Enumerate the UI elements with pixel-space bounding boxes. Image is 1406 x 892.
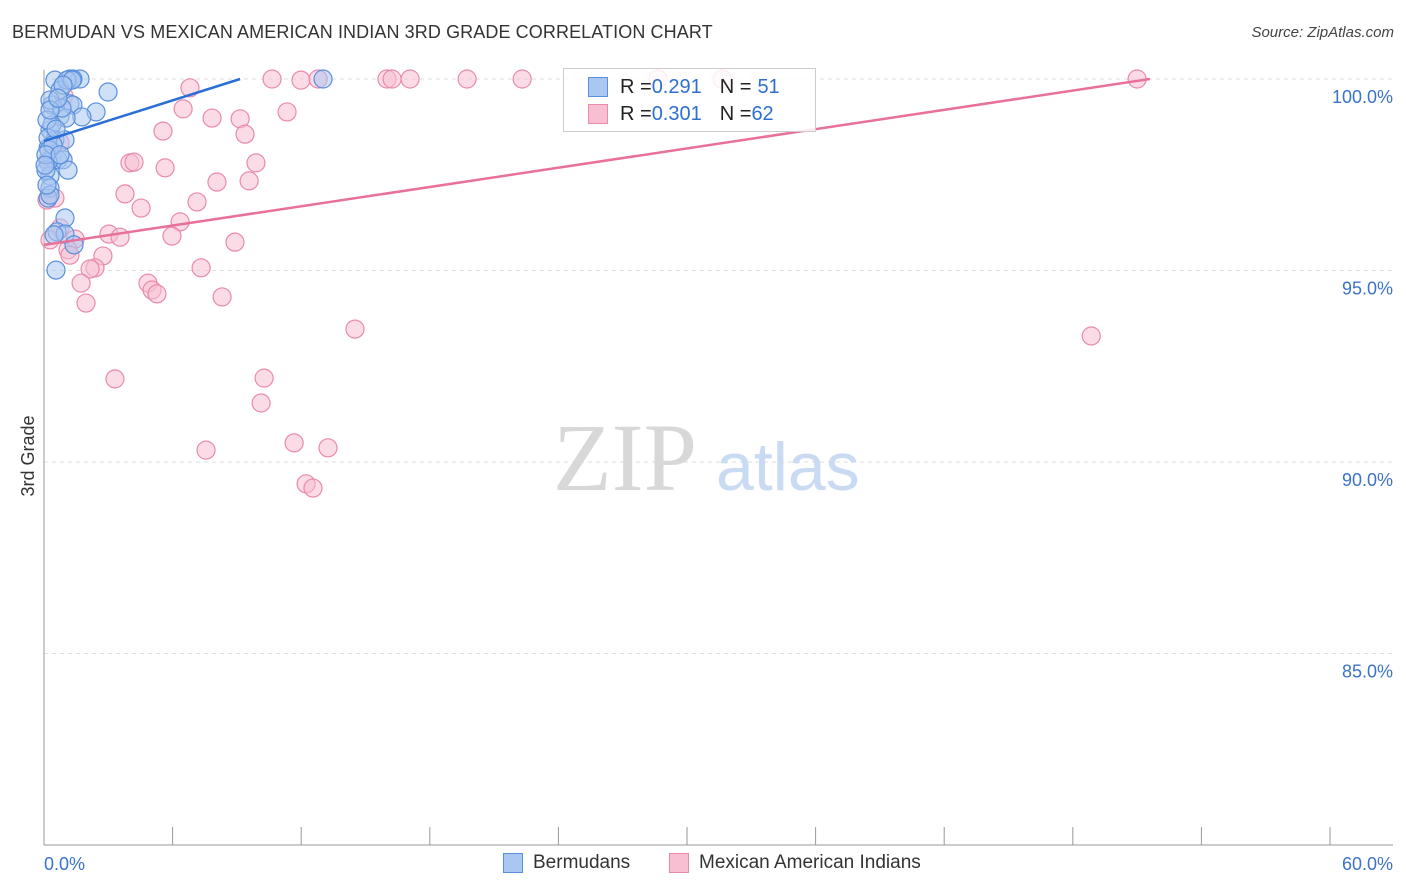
legend-item-bermudans[interactable]: Bermudans bbox=[503, 852, 630, 874]
data-point bbox=[48, 88, 68, 108]
data-point bbox=[58, 160, 78, 180]
data-point bbox=[512, 69, 532, 89]
legend-item-mexican-american-indians[interactable]: Mexican American Indians bbox=[669, 852, 921, 874]
data-point bbox=[191, 258, 211, 278]
y-tick-labels: 100.0% 95.0% 90.0% 85.0% bbox=[1332, 87, 1393, 682]
x-tick-label-min: 0.0% bbox=[44, 854, 85, 874]
data-point bbox=[110, 227, 130, 247]
data-point bbox=[303, 478, 323, 498]
data-point bbox=[457, 69, 477, 89]
data-point bbox=[284, 433, 304, 453]
data-point bbox=[76, 293, 96, 313]
data-point bbox=[71, 273, 91, 293]
watermark: ZIP atlas bbox=[553, 404, 860, 511]
data-point bbox=[235, 124, 255, 144]
data-point bbox=[155, 158, 175, 178]
y-tick-label: 90.0% bbox=[1342, 470, 1393, 490]
legend-label: Bermudans bbox=[533, 852, 631, 873]
pink-swatch-icon bbox=[588, 104, 608, 124]
data-point bbox=[124, 152, 144, 172]
r-label: R = bbox=[620, 102, 652, 125]
watermark-zip: ZIP bbox=[553, 404, 697, 511]
data-point bbox=[207, 172, 227, 192]
data-point bbox=[277, 102, 297, 122]
data-point bbox=[254, 368, 274, 388]
data-point bbox=[173, 99, 193, 119]
data-point bbox=[131, 198, 151, 218]
r-label: R = bbox=[620, 75, 652, 98]
data-point bbox=[153, 121, 173, 141]
data-point bbox=[318, 438, 338, 458]
n-label: N = bbox=[719, 102, 752, 125]
data-point bbox=[37, 175, 57, 195]
data-point bbox=[98, 82, 118, 102]
data-point bbox=[105, 369, 125, 389]
n-label: N = bbox=[719, 75, 752, 98]
source-label: Source: ZipAtlas.com bbox=[1251, 24, 1394, 41]
legend-row-bermudans: R = 0.291 N = 51 bbox=[588, 74, 780, 100]
data-point bbox=[202, 108, 222, 128]
trend-lines bbox=[43, 77, 1151, 247]
series-bermudans bbox=[35, 69, 333, 280]
gridlines bbox=[44, 78, 1393, 654]
data-point bbox=[162, 226, 182, 246]
data-point bbox=[225, 232, 245, 252]
y-axis-label: 3rd Grade bbox=[18, 415, 38, 496]
data-point bbox=[46, 260, 66, 280]
data-point bbox=[239, 171, 259, 191]
data-point bbox=[187, 192, 207, 212]
trend-line bbox=[43, 77, 1151, 247]
data-point bbox=[196, 440, 216, 460]
data-point bbox=[115, 184, 135, 204]
data-point bbox=[35, 155, 55, 175]
trend-line bbox=[43, 77, 241, 143]
data-point bbox=[72, 107, 92, 127]
data-point bbox=[251, 393, 271, 413]
chart-title: BERMUDAN VS MEXICAN AMERICAN INDIAN 3RD … bbox=[12, 22, 713, 42]
data-point bbox=[345, 319, 365, 339]
watermark-atlas: atlas bbox=[716, 429, 860, 505]
y-tick-label: 100.0% bbox=[1332, 87, 1393, 107]
n-value: 51 bbox=[757, 75, 780, 98]
pink-swatch-icon bbox=[669, 853, 689, 873]
blue-swatch-icon bbox=[588, 77, 608, 97]
data-point bbox=[313, 69, 333, 89]
r-value: 0.291 bbox=[651, 75, 702, 98]
y-tick-label: 85.0% bbox=[1342, 662, 1393, 682]
blue-swatch-icon bbox=[503, 853, 523, 873]
data-point bbox=[400, 69, 420, 89]
data-point bbox=[147, 284, 167, 304]
data-point bbox=[382, 69, 402, 89]
data-point bbox=[262, 69, 282, 89]
legend-label: Mexican American Indians bbox=[699, 852, 921, 873]
y-tick-label: 95.0% bbox=[1342, 279, 1393, 299]
data-point bbox=[80, 259, 100, 279]
r-value: 0.301 bbox=[651, 102, 702, 125]
data-point bbox=[291, 70, 311, 90]
data-point bbox=[50, 145, 70, 165]
data-point bbox=[246, 153, 266, 173]
x-tick-label-max: 60.0% bbox=[1342, 854, 1393, 874]
legend-row-mexican-american-indians: R = 0.301 N = 62 bbox=[588, 101, 774, 127]
n-value: 62 bbox=[751, 102, 774, 125]
data-point bbox=[1081, 326, 1101, 346]
data-point bbox=[212, 287, 232, 307]
stats-legend: R = 0.291 N = 51 R = 0.301 N = 62 bbox=[563, 68, 816, 132]
